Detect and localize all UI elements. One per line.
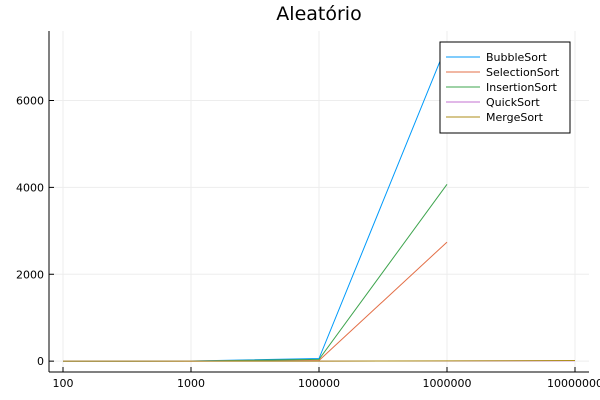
y-tick-label: 6000 bbox=[16, 95, 44, 108]
x-tick-label: 100 bbox=[53, 377, 74, 390]
series-line-selectionsort bbox=[62, 241, 448, 362]
y-tick-label: 0 bbox=[37, 355, 44, 368]
axes: 100 1000 100000 1000000 10000000 0 2000 4000 600… bbox=[16, 31, 600, 390]
legend-label: InsertionSort bbox=[486, 81, 558, 94]
series-line-mergesort bbox=[62, 359, 576, 362]
legend-label: MergeSort bbox=[486, 111, 544, 124]
series-lines bbox=[62, 43, 576, 362]
legend-label: QuickSort bbox=[486, 96, 540, 109]
series-line-insertionsort bbox=[62, 184, 448, 362]
legend-label: SelectionSort bbox=[486, 66, 560, 79]
y-tick-label: 4000 bbox=[16, 181, 44, 194]
chart-title: Aleatório bbox=[276, 3, 361, 25]
x-tick-label: 1000 bbox=[177, 377, 205, 390]
x-tick-label: 100000 bbox=[298, 377, 340, 390]
x-tick-label: 10000000 bbox=[547, 377, 600, 390]
legend: BubbleSort SelectionSort InsertionSort Quic… bbox=[439, 41, 571, 134]
series-line-bubblesort bbox=[62, 43, 448, 362]
x-tick-label: 1000000 bbox=[423, 377, 472, 390]
legend-label: BubbleSort bbox=[486, 51, 548, 64]
y-tick-label: 2000 bbox=[16, 268, 44, 281]
